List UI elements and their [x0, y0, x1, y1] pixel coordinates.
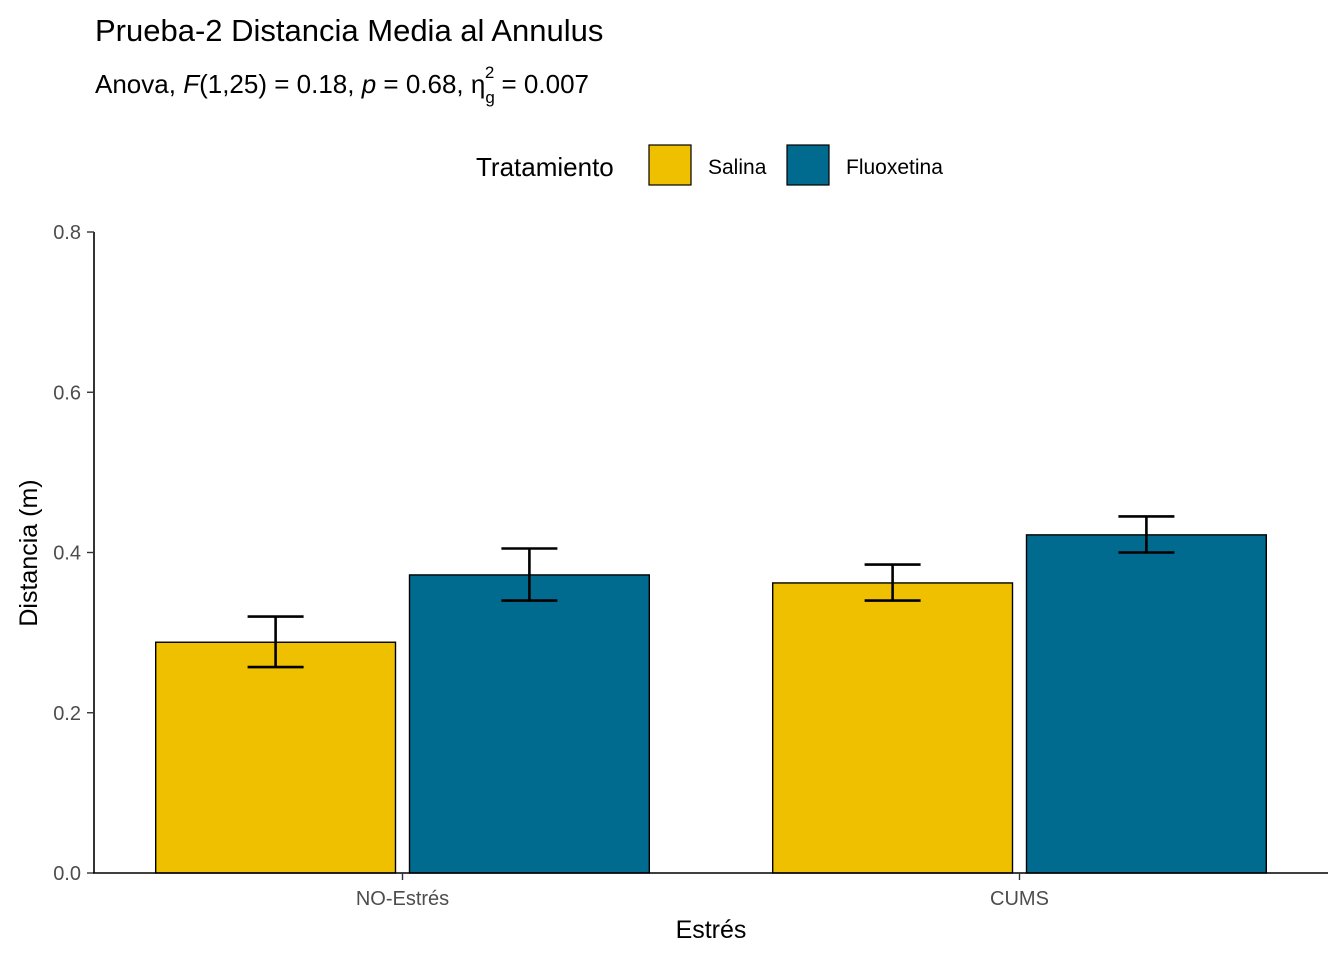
legend-label-fluoxetina: Fluoxetina [846, 156, 943, 179]
error-bar-salina-no-estres [247, 615, 304, 669]
subtitle-test: Anova [95, 69, 169, 99]
bar-salina-cums [772, 582, 1014, 874]
legend-title: Tratamiento [476, 152, 614, 182]
y-tick-label: 0.6 [53, 382, 81, 404]
bar-fluoxetina-cums [1025, 534, 1268, 874]
y-axis: 0.0 0.2 0.4 0.6 0.8 [53, 222, 95, 885]
legend-key-salina [648, 144, 692, 186]
x-axis: NO-Estrés CUMS [93, 872, 1328, 910]
x-axis-title: Estrés [676, 916, 747, 944]
error-bar-fluoxetina-no-estres [501, 547, 558, 602]
x-axis-ticks: NO-Estrés CUMS [356, 873, 1049, 910]
error-bar-salina-cums [864, 563, 921, 602]
error-bars [247, 515, 1175, 669]
subtitle-effect-sub: g [485, 88, 494, 107]
bar-fluoxetina-no-estres [408, 574, 651, 874]
y-tick-label: 0.8 [53, 222, 81, 244]
legend: Tratamiento Salina Fluoxetina [476, 144, 943, 186]
x-tick-label: CUMS [990, 888, 1049, 910]
subtitle-effect-sup: 2 [485, 63, 494, 82]
bars [154, 534, 1268, 874]
x-tick-label: NO-Estrés [356, 888, 449, 910]
subtitle-effect-value: = 0.007 [502, 69, 589, 99]
y-tick-label: 0.0 [53, 863, 81, 885]
subtitle-stat-symbol: F [183, 69, 201, 99]
subtitle-effect-symbol: η [471, 69, 485, 99]
error-bar-fluoxetina-cums [1118, 515, 1175, 554]
subtitle-stat-value: = 0.18 [274, 69, 347, 99]
chart-title: Prueba-2 Distancia Media al Annulus [95, 13, 603, 48]
y-axis-title: Distancia (m) [15, 479, 43, 626]
legend-key-fluoxetina [786, 144, 830, 186]
subtitle-p-symbol: p [361, 69, 376, 99]
y-tick-label: 0.2 [53, 703, 81, 725]
y-tick-label: 0.4 [53, 543, 81, 565]
subtitle-df: (1,25) [199, 69, 267, 99]
y-axis-ticks: 0.0 0.2 0.4 0.6 0.8 [53, 222, 94, 885]
chart-subtitle: Anova, F(1,25) = 0.18, p = 0.68, ηg2 = 0… [95, 63, 589, 107]
legend-label-salina: Salina [708, 156, 767, 179]
bar-salina-no-estres [154, 641, 397, 874]
subtitle-p-value: = 0.68 [383, 69, 456, 99]
